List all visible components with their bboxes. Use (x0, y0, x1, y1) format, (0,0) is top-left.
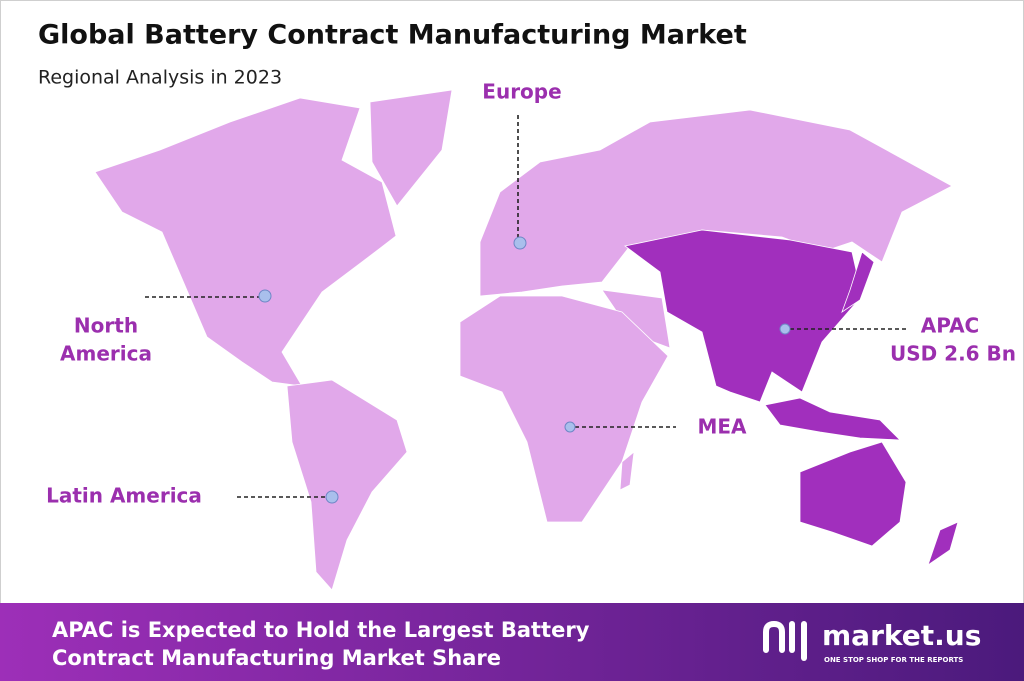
south-america (286, 379, 408, 591)
region-label: Europe (482, 80, 561, 104)
world-map (94, 89, 959, 591)
region-label: APAC (921, 314, 979, 338)
subtitle: Regional Analysis in 2023 (38, 67, 282, 89)
footer-text: APAC is Expected to Hold the Largest Bat… (52, 618, 590, 642)
region-callouts: Europe North America Latin America MEA A… (46, 80, 1016, 508)
new-zealand (927, 521, 959, 567)
footer: APAC is Expected to Hold the Largest Bat… (0, 603, 1024, 681)
region-pin (564, 421, 576, 433)
region-label: America (60, 342, 152, 366)
brand-name: market.us (822, 619, 981, 652)
region-pin (258, 289, 272, 303)
madagascar (619, 451, 635, 491)
region-label: MEA (697, 415, 747, 439)
region-label: Latin America (46, 484, 202, 508)
greenland (369, 89, 453, 207)
region-pin (513, 236, 527, 250)
north-america (94, 97, 397, 387)
apac-asia (624, 229, 863, 403)
brand-logo-icon (763, 620, 807, 661)
eurasia (479, 109, 953, 297)
indonesia (764, 397, 902, 441)
footer-text: Contract Manufacturing Market Share (52, 646, 501, 670)
footer-band (0, 603, 1024, 681)
region-pin (779, 323, 791, 335)
brand-tagline: ONE STOP SHOP FOR THE REPORTS (824, 656, 963, 664)
region-pin (325, 490, 339, 504)
title: Global Battery Contract Manufacturing Ma… (38, 20, 747, 51)
region-value: USD 2.6 Bn (890, 342, 1016, 366)
region-label: North (74, 314, 138, 338)
japan (841, 251, 875, 314)
australia (799, 441, 907, 547)
